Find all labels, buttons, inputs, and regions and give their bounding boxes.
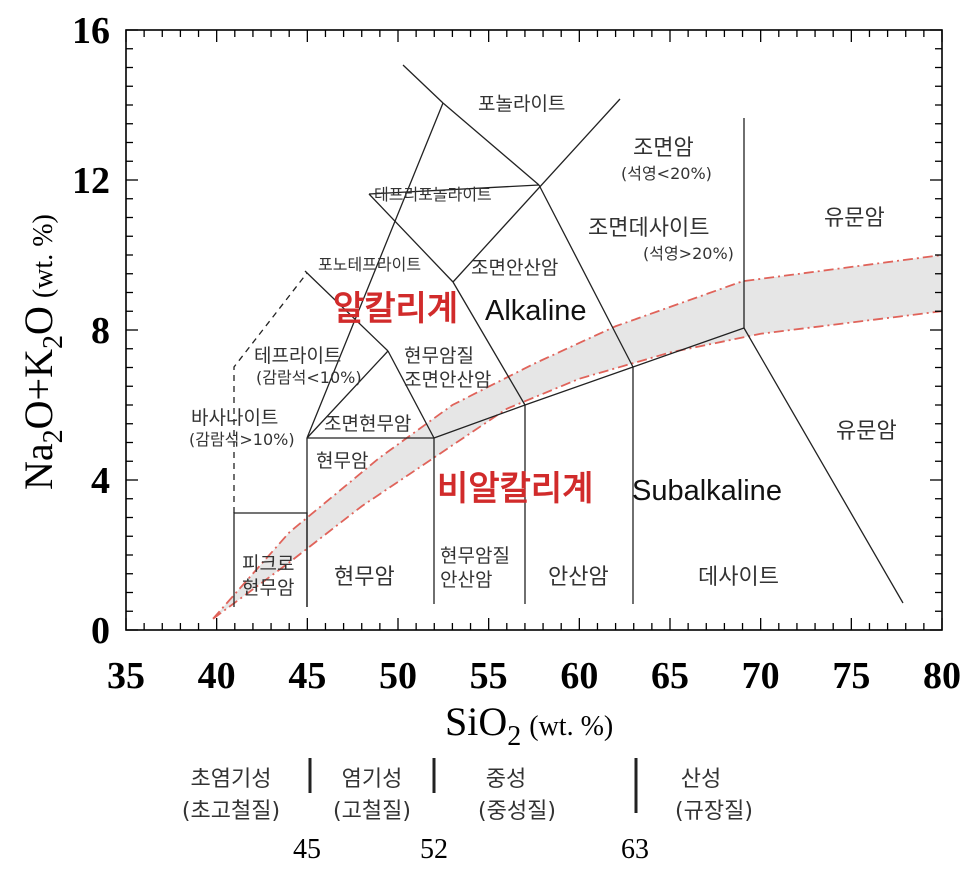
alkaline-subalkaline-band — [213, 255, 942, 619]
axis-minor-ticks — [125, 29, 943, 631]
label-subalkaline-en: Subalkaline — [632, 475, 782, 507]
boundary-tephrite-phonotephrite — [304, 270, 389, 352]
boundary-phonolite-tephriphonolite — [442, 102, 540, 186]
label-trachyandesite: 조면안산암 — [471, 257, 558, 279]
label-trachydacite: 조면데사이트 — [588, 216, 709, 241]
label-andesite: 안산암 — [548, 565, 609, 590]
plot-frame — [125, 29, 943, 631]
x-tick-label: 40 — [198, 655, 236, 697]
class-boundary-63: 63 — [621, 834, 649, 865]
label-phonotephrite: 포노테프라이트 — [318, 255, 421, 274]
x-tick-label: 65 — [651, 655, 689, 697]
label-trachyte: 조면암 — [633, 136, 694, 161]
x-tick-label: 45 — [288, 655, 326, 697]
label-dacite: 데사이트 — [698, 565, 779, 590]
label-trachyte-note: (석영<20%) — [621, 164, 712, 183]
silica-classification: 초염기성 (초고철질) 염기성 (고철질) 중성 (중성질) 산성 (규장질) … — [182, 758, 753, 865]
label-basaltic-andesite-2: 안산암 — [440, 569, 492, 591]
y-tick-label: 8 — [91, 310, 110, 352]
label-picrobasalt-1: 피크로 — [242, 553, 294, 575]
label-rhyolite-upper: 유문암 — [824, 206, 885, 231]
band-upper-line — [212, 254, 942, 620]
class-ultrabasic-1: 초염기성 — [191, 767, 272, 792]
label-phonolite: 포놀라이트 — [478, 93, 565, 115]
class-boundary-45: 45 — [293, 834, 321, 865]
label-tephrite-note: (감람석<10%) — [256, 368, 362, 387]
label-bta-2: 조면안산암 — [404, 369, 491, 391]
boundary-tephriphonolite-top — [368, 184, 540, 195]
x-tick-label: 35 — [107, 655, 145, 697]
boundary-tephrite-diagonal — [306, 102, 444, 439]
x-axis-title: SiO2 (wt. %) — [445, 699, 613, 752]
x-tick-label: 55 — [470, 655, 508, 697]
label-subalkaline-ko: 비알칼리계 — [437, 469, 593, 509]
label-rhyolite-lower: 유문암 — [836, 419, 897, 444]
class-acidic-1: 산성 — [681, 767, 721, 792]
class-basic-1: 염기성 — [342, 767, 403, 792]
label-basaltic-andesite-1: 현무암질 — [440, 545, 510, 567]
y-axis-title: Na2O+K2O(wt. %) — [16, 214, 69, 490]
x-tick-label: 50 — [379, 655, 417, 697]
label-trachydacite-note: (석영>20%) — [643, 244, 734, 263]
label-alkaline-ko: 알칼리계 — [333, 289, 458, 329]
class-ultrabasic-2: (초고철질) — [182, 799, 280, 824]
boundary-trachyandesite-bta — [452, 281, 526, 406]
boundary-phonotephrite-tephriphonolite — [368, 193, 454, 283]
label-tephrite: 테프라이트 — [254, 345, 341, 367]
boundary-bta-left — [387, 350, 435, 439]
class-acidic-2: (규장질) — [675, 799, 753, 824]
label-basalt: 현무암 — [334, 565, 395, 590]
field-labels: 포놀라이트 테프리포놀라이트 포노테프라이트 테프라이트 (감람석<10%) 바… — [189, 93, 897, 599]
x-axis-tick-labels: 35 40 45 50 55 60 65 70 75 80 — [107, 655, 961, 697]
label-picrobasalt-2: 현무암 — [242, 577, 294, 599]
boundary-phonolite-right — [452, 98, 621, 283]
label-trachybasalt: 조면현무암 — [324, 413, 411, 435]
class-intermediate-1: 중성 — [486, 767, 526, 792]
label-basanite-note: (감람석>10%) — [189, 430, 295, 449]
boundary-tephrite-upper — [306, 350, 389, 439]
y-tick-label: 0 — [91, 610, 110, 652]
x-tick-label: 80 — [923, 655, 961, 697]
class-intermediate-2: (중성질) — [478, 799, 556, 824]
y-axis-tick-labels: 0 4 8 12 16 — [72, 10, 110, 652]
x-tick-label: 75 — [832, 655, 870, 697]
x-tick-label: 60 — [560, 655, 598, 697]
y-tick-label: 16 — [72, 10, 110, 52]
class-boundary-52: 52 — [420, 834, 448, 865]
boundary-alkaline-subalkaline — [433, 327, 745, 439]
x-tick-label: 70 — [742, 655, 780, 697]
y-tick-label: 12 — [72, 160, 110, 202]
label-tephriphonolite: 테프리포놀라이트 — [374, 185, 492, 204]
field-boundaries — [233, 64, 904, 607]
label-basanite: 바사나이트 — [191, 407, 278, 429]
boundary-trachyandesite-trachydacite — [538, 184, 634, 368]
class-basic-2: (고철질) — [333, 799, 411, 824]
band-lower-line — [212, 310, 942, 620]
label-alkaline-en: Alkaline — [485, 295, 587, 327]
label-basalt-upper: 현무암 — [316, 450, 368, 472]
y-tick-label: 4 — [91, 460, 110, 502]
label-bta-1: 현무암질 — [404, 345, 474, 367]
boundary-basanite-dashed — [233, 272, 308, 513]
boundary-phonolite-top — [402, 64, 444, 104]
boundary-dacite-rhyolite — [743, 327, 904, 604]
